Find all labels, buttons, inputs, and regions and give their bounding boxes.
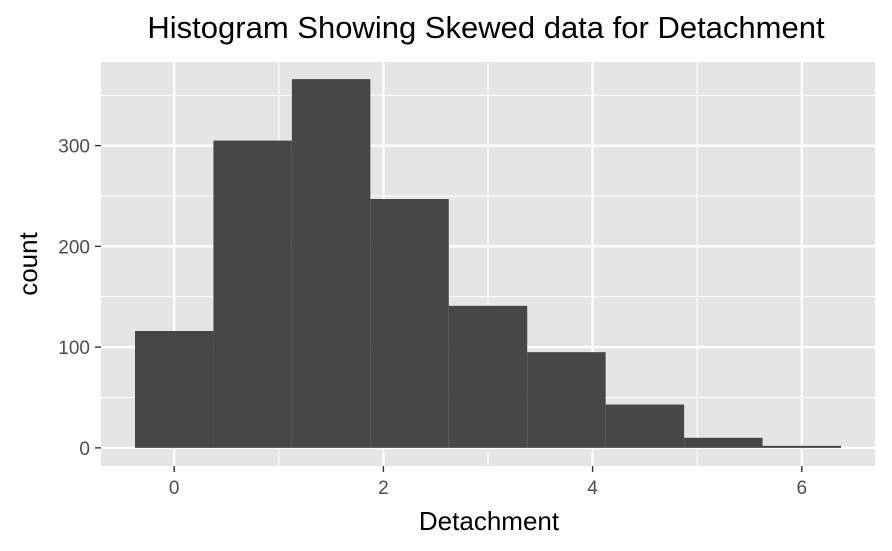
histogram-bar bbox=[134, 330, 214, 448]
histogram-bars bbox=[134, 79, 842, 448]
x-tick-label: 6 bbox=[796, 478, 807, 499]
y-tick-label: 300 bbox=[58, 137, 90, 158]
x-tick-label: 0 bbox=[169, 478, 180, 499]
x-tick-label: 4 bbox=[587, 478, 598, 499]
chart-title: Histogram Showing Skewed data for Detach… bbox=[147, 10, 825, 45]
histogram-bar bbox=[762, 445, 842, 448]
y-tick-label: 0 bbox=[79, 439, 90, 460]
y-axis-title: count bbox=[13, 231, 43, 295]
histogram-bar bbox=[291, 79, 371, 448]
axes: 0 2 4 6 0 100 200 300 bbox=[58, 137, 807, 499]
x-axis-title: Detachment bbox=[419, 506, 560, 536]
y-tick-label: 200 bbox=[58, 237, 90, 258]
histogram-bar bbox=[527, 352, 606, 448]
y-tick-label: 100 bbox=[58, 338, 90, 359]
histogram-bar bbox=[448, 305, 528, 448]
histogram-bar bbox=[684, 437, 763, 448]
histogram-bar bbox=[213, 140, 292, 448]
histogram-bar bbox=[370, 199, 449, 448]
x-tick-label: 2 bbox=[378, 478, 389, 499]
histogram-bar bbox=[605, 404, 685, 448]
